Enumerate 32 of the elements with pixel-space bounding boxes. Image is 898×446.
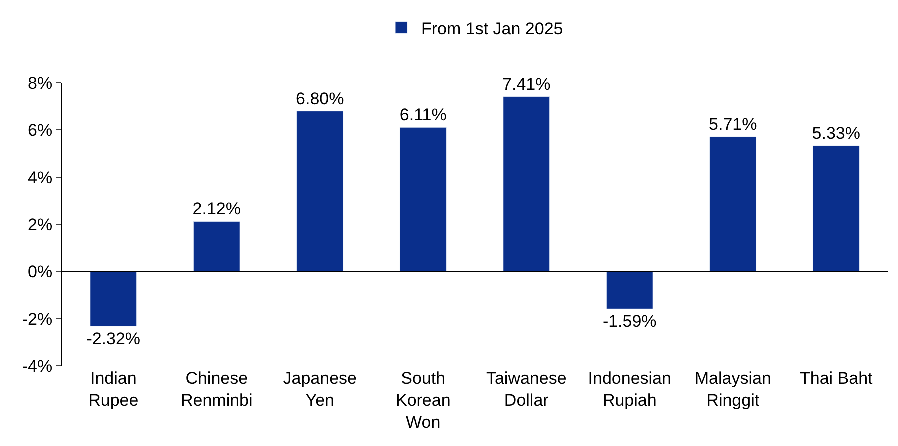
- y-tick-label: 6%: [28, 121, 53, 140]
- bar: [503, 96, 550, 272]
- x-tick-label: Taiwanese Dollar: [486, 369, 567, 410]
- legend-label: From 1st Jan 2025: [422, 19, 564, 38]
- data-label: -1.59%: [602, 312, 657, 332]
- x-tick-label: Chinese Renminbi: [180, 369, 253, 410]
- bar: [710, 136, 757, 272]
- data-label: 5.33%: [812, 124, 860, 143]
- x-tick-label: South Korean Won: [396, 369, 451, 432]
- y-tick-label: 0%: [28, 262, 53, 282]
- data-label: 6.80%: [296, 89, 344, 108]
- x-tick-label: Indonesian Rupiah: [588, 369, 672, 410]
- bar: [90, 271, 138, 327]
- bar: [812, 146, 860, 272]
- x-tick-label: Indian Rupee: [88, 369, 139, 410]
- data-label: 2.12%: [192, 200, 241, 219]
- x-tick-label: Thai Baht: [800, 369, 874, 388]
- x-tick-label: Malaysian Ringgit: [694, 369, 772, 410]
- y-tick-label: 8%: [28, 74, 53, 93]
- data-label: 5.71%: [709, 115, 758, 134]
- y-tick-label: -4%: [22, 356, 53, 376]
- y-tick-label: 2%: [28, 215, 53, 234]
- data-label: 6.11%: [400, 106, 447, 125]
- bar: [296, 111, 344, 272]
- bar: [193, 221, 240, 272]
- data-label: 7.41%: [502, 74, 551, 94]
- y-tick-label: -2%: [22, 310, 53, 329]
- data-label: -2.32%: [86, 329, 141, 348]
- bar: [400, 127, 447, 272]
- x-tick-label: Japanese Yen: [283, 369, 357, 410]
- bar: [606, 271, 654, 310]
- y-tick-label: 4%: [28, 168, 53, 188]
